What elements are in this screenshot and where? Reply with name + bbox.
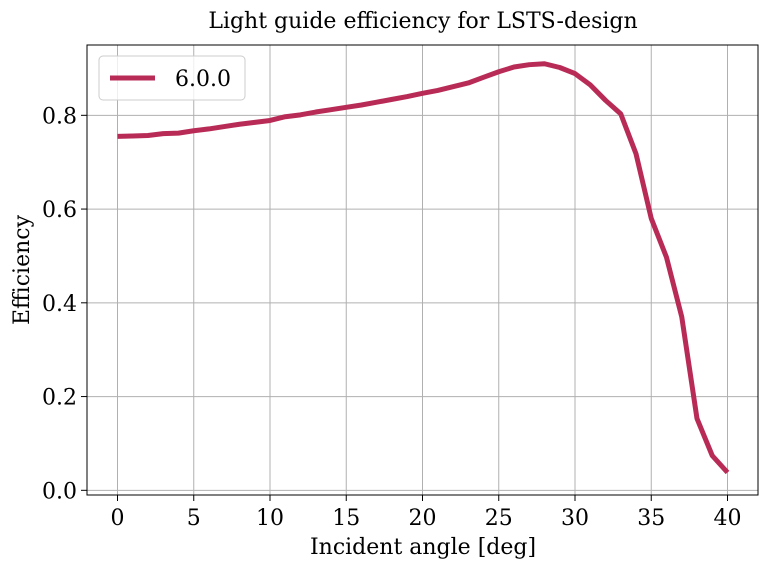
series-layer xyxy=(117,61,730,475)
x-axis: 0 5 10 15 20 25 30 35 40 xyxy=(111,495,742,531)
x-tick-label: 15 xyxy=(332,506,360,531)
x-tick-label: 5 xyxy=(187,506,201,531)
x-tick-label: 30 xyxy=(561,506,589,531)
legend-label: 6.0.0 xyxy=(175,67,231,92)
y-tick-label: 0.2 xyxy=(42,386,77,411)
y-tick-label: 0.0 xyxy=(42,479,77,504)
x-tick-label: 40 xyxy=(714,506,742,531)
x-tick-label: 0 xyxy=(111,506,125,531)
x-tick-label: 35 xyxy=(637,506,665,531)
y-tick-label: 0.6 xyxy=(42,198,77,223)
legend: 6.0.0 xyxy=(98,55,246,101)
x-tick-label: 20 xyxy=(409,506,437,531)
x-tick-label: 25 xyxy=(485,506,513,531)
y-tick-label: 0.4 xyxy=(42,292,77,317)
legend-box xyxy=(98,55,246,101)
x-axis-label: Incident angle [deg] xyxy=(310,535,536,560)
x-tick-label: 10 xyxy=(256,506,284,531)
y-tick-label: 0.8 xyxy=(42,104,77,129)
chart-title: Light guide efficiency for LSTS-design xyxy=(208,9,637,34)
series-line-0 xyxy=(117,61,730,475)
y-axis: 0.0 0.2 0.4 0.6 0.8 xyxy=(42,104,87,504)
y-axis-label: Efficiency xyxy=(10,214,35,325)
grid xyxy=(87,45,758,495)
